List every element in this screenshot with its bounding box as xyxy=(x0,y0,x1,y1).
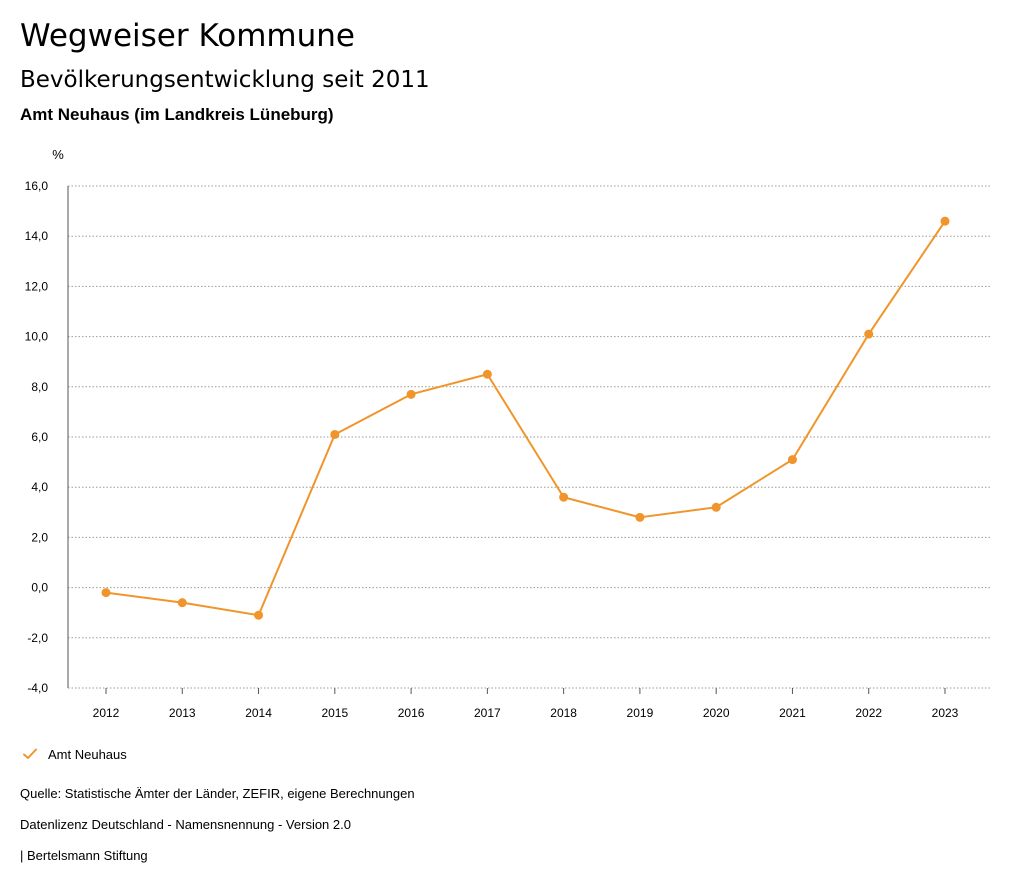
source-note: Quelle: Statistische Ämter der Länder, Z… xyxy=(20,786,415,801)
x-tick-label: 2023 xyxy=(932,706,959,720)
y-tick-label: 4,0 xyxy=(31,480,48,494)
tick-labels: -4,0 -2,0 0,0 2,0 4,0 6,0 8,0 10,0 12,0 14,0 16,0 2… xyxy=(25,179,959,720)
y-tick-label: 2,0 xyxy=(31,530,48,544)
y-tick-label: -4,0 xyxy=(27,681,48,695)
grid-lines xyxy=(68,185,990,689)
publisher-note: | Bertelsmann Stiftung xyxy=(20,848,148,863)
series-line-amt-neuhaus xyxy=(105,220,946,617)
license-note: Datenlizenz Deutschland - Namensnennung … xyxy=(20,817,351,832)
x-tick-label: 2017 xyxy=(474,706,501,720)
data-point[interactable] xyxy=(635,512,645,522)
x-tick-label: 2014 xyxy=(245,706,272,720)
data-point[interactable] xyxy=(482,369,492,379)
data-point[interactable] xyxy=(864,329,874,339)
legend-label: Amt Neuhaus xyxy=(48,746,127,762)
data-point[interactable] xyxy=(711,502,721,512)
data-point[interactable] xyxy=(330,429,340,439)
legend[interactable]: Amt Neuhaus xyxy=(22,744,127,764)
x-tick-label: 2021 xyxy=(779,706,806,720)
y-axis-unit-label: % xyxy=(52,147,64,162)
y-tick-label: -2,0 xyxy=(27,631,48,645)
x-tick-label: 2020 xyxy=(703,706,730,720)
x-tick-label: 2022 xyxy=(855,706,882,720)
x-tick-label: 2015 xyxy=(321,706,348,720)
page-title: Wegweiser Kommune xyxy=(20,18,355,54)
data-point[interactable] xyxy=(101,588,111,598)
y-tick-label: 12,0 xyxy=(25,279,49,293)
y-tick-label: 0,0 xyxy=(31,581,48,595)
axes xyxy=(67,186,946,694)
x-tick-label: 2018 xyxy=(550,706,577,720)
x-tick-label: 2013 xyxy=(169,706,196,720)
x-tick-label: 2016 xyxy=(398,706,425,720)
y-tick-label: 16,0 xyxy=(25,179,49,193)
y-tick-label: 10,0 xyxy=(25,330,49,344)
y-tick-label: 6,0 xyxy=(31,430,48,444)
data-point[interactable] xyxy=(177,598,187,608)
line-chart: -4,0 -2,0 0,0 2,0 4,0 6,0 8,0 10,0 12,0 14,0 16,0 2… xyxy=(25,147,990,720)
x-tick-label: 2019 xyxy=(627,706,654,720)
y-tick-label: 8,0 xyxy=(31,380,48,394)
chart-subtitle: Bevölkerungsentwicklung seit 2011 xyxy=(20,67,430,93)
data-point[interactable] xyxy=(254,610,264,620)
region-label: Amt Neuhaus (im Landkreis Lüneburg) xyxy=(20,105,334,124)
data-point[interactable] xyxy=(940,216,950,226)
checkmark-icon xyxy=(23,748,37,759)
data-point[interactable] xyxy=(787,455,797,465)
series-layer xyxy=(101,216,950,620)
y-tick-label: 14,0 xyxy=(25,229,49,243)
data-point[interactable] xyxy=(406,389,416,399)
x-tick-label: 2012 xyxy=(93,706,120,720)
data-point[interactable] xyxy=(559,492,569,502)
